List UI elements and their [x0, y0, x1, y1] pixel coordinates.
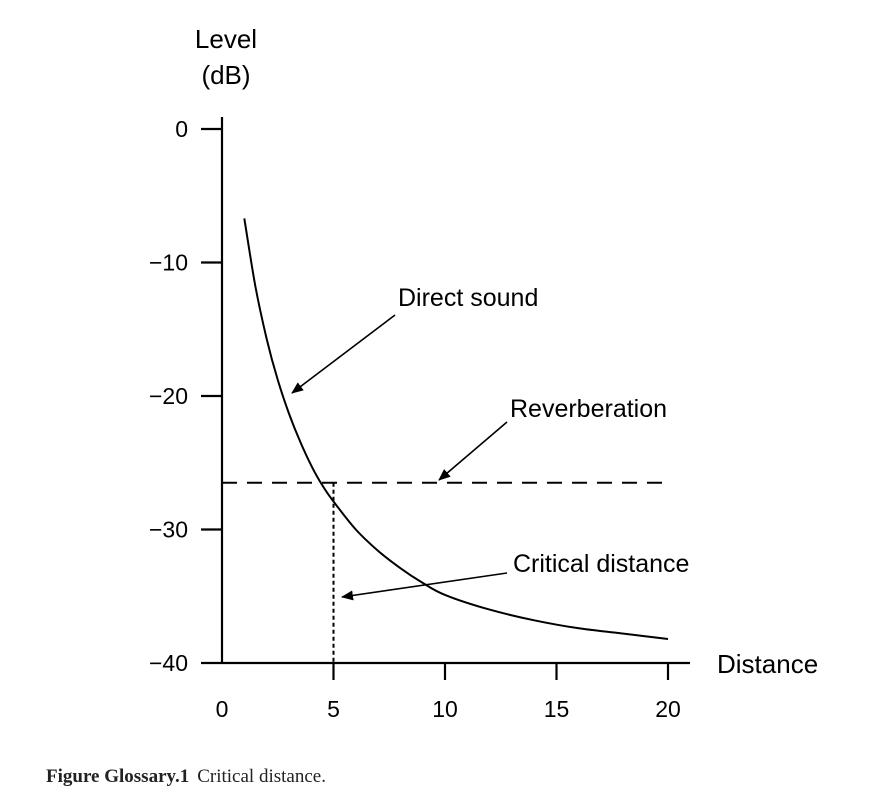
figure-caption: Figure Glossary.1 Critical distance. [46, 766, 326, 788]
annotation-reverberation: Reverberation [510, 395, 667, 423]
y-tick-label: 0 [175, 116, 188, 142]
x-tick-label: 15 [544, 696, 570, 722]
arrow-reverberation [438, 421, 508, 481]
axis-ticks: 0 −10 −20 −30 −40 0 5 10 15 20 [149, 116, 681, 722]
x-tick-label: 0 [216, 696, 229, 722]
y-axis-label-level: Level [195, 24, 257, 54]
x-axis-label: Distance [717, 649, 818, 679]
y-axis-label-unit: (dB) [201, 60, 250, 90]
annotation-direct-sound: Direct sound [398, 284, 538, 312]
y-tick-label: −10 [149, 250, 188, 276]
x-tick-label: 20 [655, 696, 681, 722]
figure-caption-text: Critical distance. [197, 766, 326, 787]
critical-distance-chart: Level (dB) Distance 0 −10 −20 −30 −40 0 5 10 15 2… [149, 24, 818, 722]
figure-number: Figure Glossary.1 [46, 766, 190, 787]
x-tick-label: 10 [432, 696, 458, 722]
annotation-critical-distance: Critical distance [513, 550, 689, 578]
direct-sound-curve [243, 218, 669, 640]
series-layer [222, 218, 669, 663]
y-tick-label: −20 [149, 383, 188, 409]
arrow-critical-distance [341, 572, 508, 601]
arrow-direct-sound [291, 314, 396, 394]
x-tick-label: 5 [327, 696, 340, 722]
y-tick-label: −30 [149, 517, 188, 543]
y-tick-label: −40 [149, 650, 188, 676]
